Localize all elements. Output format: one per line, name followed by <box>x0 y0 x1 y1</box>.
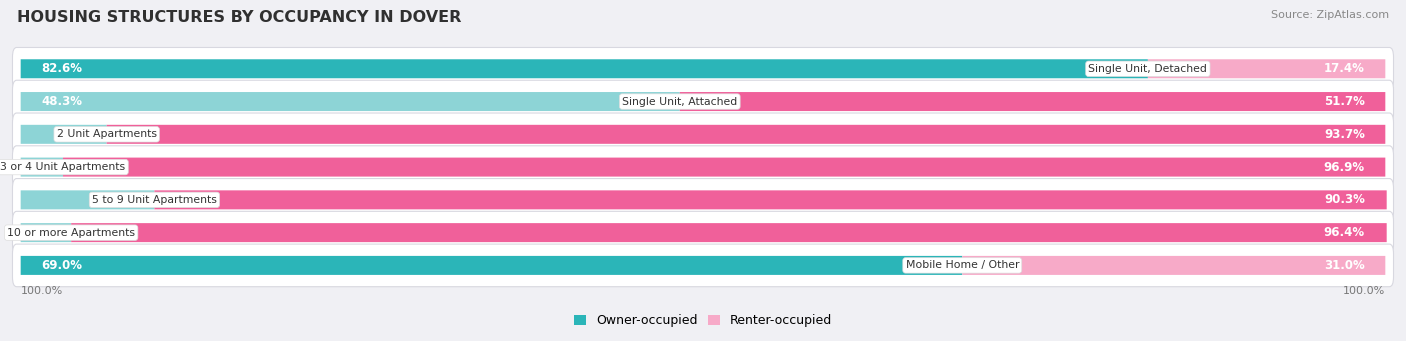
Text: 3.7%: 3.7% <box>31 226 60 239</box>
Text: 100.0%: 100.0% <box>1343 286 1385 296</box>
Text: 93.7%: 93.7% <box>1324 128 1365 141</box>
Text: 96.9%: 96.9% <box>1323 161 1365 174</box>
Text: 3 or 4 Unit Apartments: 3 or 4 Unit Apartments <box>0 162 125 172</box>
Text: 48.3%: 48.3% <box>41 95 82 108</box>
Text: 10 or more Apartments: 10 or more Apartments <box>7 228 135 238</box>
FancyBboxPatch shape <box>21 59 1147 78</box>
Legend: Owner-occupied, Renter-occupied: Owner-occupied, Renter-occupied <box>568 309 838 332</box>
FancyBboxPatch shape <box>13 80 1393 123</box>
Text: Source: ZipAtlas.com: Source: ZipAtlas.com <box>1271 10 1389 20</box>
FancyBboxPatch shape <box>21 125 107 144</box>
Text: 5 to 9 Unit Apartments: 5 to 9 Unit Apartments <box>91 195 217 205</box>
FancyBboxPatch shape <box>21 256 962 275</box>
FancyBboxPatch shape <box>21 190 155 209</box>
FancyBboxPatch shape <box>962 256 1385 275</box>
Text: 3.1%: 3.1% <box>22 161 52 174</box>
FancyBboxPatch shape <box>21 223 72 242</box>
FancyBboxPatch shape <box>13 47 1393 90</box>
FancyBboxPatch shape <box>13 244 1393 287</box>
FancyBboxPatch shape <box>681 92 1385 111</box>
Text: HOUSING STRUCTURES BY OCCUPANCY IN DOVER: HOUSING STRUCTURES BY OCCUPANCY IN DOVER <box>17 10 461 25</box>
FancyBboxPatch shape <box>63 158 1385 177</box>
Text: 69.0%: 69.0% <box>41 259 82 272</box>
FancyBboxPatch shape <box>21 158 63 177</box>
FancyBboxPatch shape <box>107 125 1385 144</box>
FancyBboxPatch shape <box>13 179 1393 221</box>
Text: 17.4%: 17.4% <box>1324 62 1365 75</box>
FancyBboxPatch shape <box>13 211 1393 254</box>
Text: Single Unit, Attached: Single Unit, Attached <box>623 97 737 106</box>
Text: 51.7%: 51.7% <box>1324 95 1365 108</box>
Text: Single Unit, Detached: Single Unit, Detached <box>1088 64 1208 74</box>
Text: 100.0%: 100.0% <box>21 286 63 296</box>
FancyBboxPatch shape <box>13 113 1393 155</box>
FancyBboxPatch shape <box>13 146 1393 188</box>
Text: 6.3%: 6.3% <box>66 128 96 141</box>
Text: 9.8%: 9.8% <box>114 193 143 206</box>
Text: 31.0%: 31.0% <box>1324 259 1365 272</box>
Text: 90.3%: 90.3% <box>1324 193 1365 206</box>
FancyBboxPatch shape <box>1147 59 1385 78</box>
Text: 82.6%: 82.6% <box>41 62 82 75</box>
FancyBboxPatch shape <box>21 92 681 111</box>
Text: Mobile Home / Other: Mobile Home / Other <box>905 261 1019 270</box>
Text: 2 Unit Apartments: 2 Unit Apartments <box>56 129 156 139</box>
FancyBboxPatch shape <box>72 223 1386 242</box>
FancyBboxPatch shape <box>155 190 1386 209</box>
Text: 96.4%: 96.4% <box>1323 226 1365 239</box>
